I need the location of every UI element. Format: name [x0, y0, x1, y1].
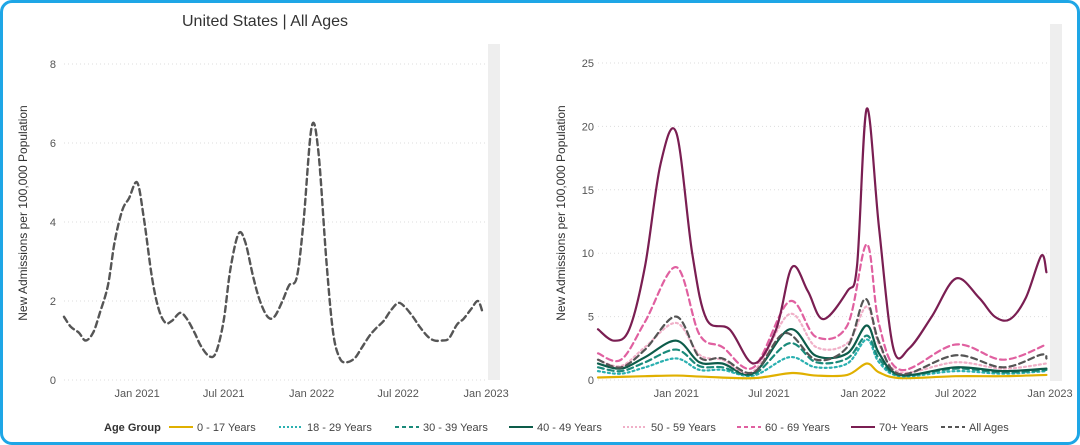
y-tick-label: 4 — [50, 217, 56, 229]
x-tick-label: Jan 2021 — [115, 388, 160, 400]
legend-item-label: 70+ Years — [879, 422, 929, 434]
y-tick-label: 6 — [50, 138, 56, 150]
series-line-18-29-years — [596, 338, 1048, 378]
x-tick-label: Jan 2022 — [289, 388, 334, 400]
right-y-axis-label: New Admissions per 100,000 Population — [554, 105, 568, 320]
x-tick-label: Jan 2023 — [1027, 388, 1072, 400]
x-tick-label: Jul 2021 — [748, 388, 790, 400]
legend-item-label: All Ages — [969, 422, 1009, 434]
series-line-70-years — [596, 107, 1048, 365]
x-tick-label: Jul 2022 — [377, 388, 419, 400]
y-tick-label: 0 — [50, 375, 56, 387]
x-tick-label: Jan 2022 — [841, 388, 886, 400]
series-line-40-49-years — [596, 324, 1048, 377]
left-chart: United States | All Ages New Admissions … — [16, 13, 509, 400]
y-tick-label: 25 — [582, 58, 594, 70]
y-tick-label: 8 — [50, 59, 56, 71]
y-tick-label: 0 — [588, 375, 594, 387]
y-tick-label: 2 — [50, 296, 56, 308]
y-tick-label: 15 — [582, 185, 594, 197]
legend-item-label: 60 - 69 Years — [765, 422, 830, 434]
y-tick-label: 5 — [588, 312, 594, 324]
legend-item-label: 0 - 17 Years — [197, 422, 256, 434]
legend-title: Age Group — [104, 422, 161, 434]
x-tick-label: Jan 2021 — [654, 388, 699, 400]
x-tick-label: Jul 2022 — [935, 388, 977, 400]
y-tick-label: 10 — [582, 248, 594, 260]
legend-item-label: 18 - 29 Years — [307, 422, 372, 434]
series-line-all-ages — [62, 121, 484, 364]
series-line-50-59-years — [596, 305, 1048, 375]
series-line-all-ages — [596, 297, 1048, 376]
right-chart: New Admissions per 100,000 Population 0 5… — [554, 24, 1073, 400]
legend-item-label: 30 - 39 Years — [423, 422, 488, 434]
x-tick-label: Jul 2021 — [203, 388, 245, 400]
legend-item-label: 40 - 49 Years — [537, 422, 602, 434]
left-y-axis-label: New Admissions per 100,000 Population — [16, 105, 30, 320]
x-tick-label: Jan 2023 — [463, 388, 508, 400]
series-line-60-69-years — [596, 243, 1048, 372]
series-line-0-17-years — [596, 362, 1048, 380]
left-scrollbar[interactable] — [488, 44, 500, 380]
right-scrollbar[interactable] — [1050, 24, 1062, 381]
y-tick-label: 20 — [582, 121, 594, 133]
legend-item-label: 50 - 59 Years — [651, 422, 716, 434]
legend: Age Group 0 - 17 Years 18 - 29 Years 30 - … — [104, 422, 1009, 434]
left-chart-title: United States | All Ages — [182, 13, 348, 30]
